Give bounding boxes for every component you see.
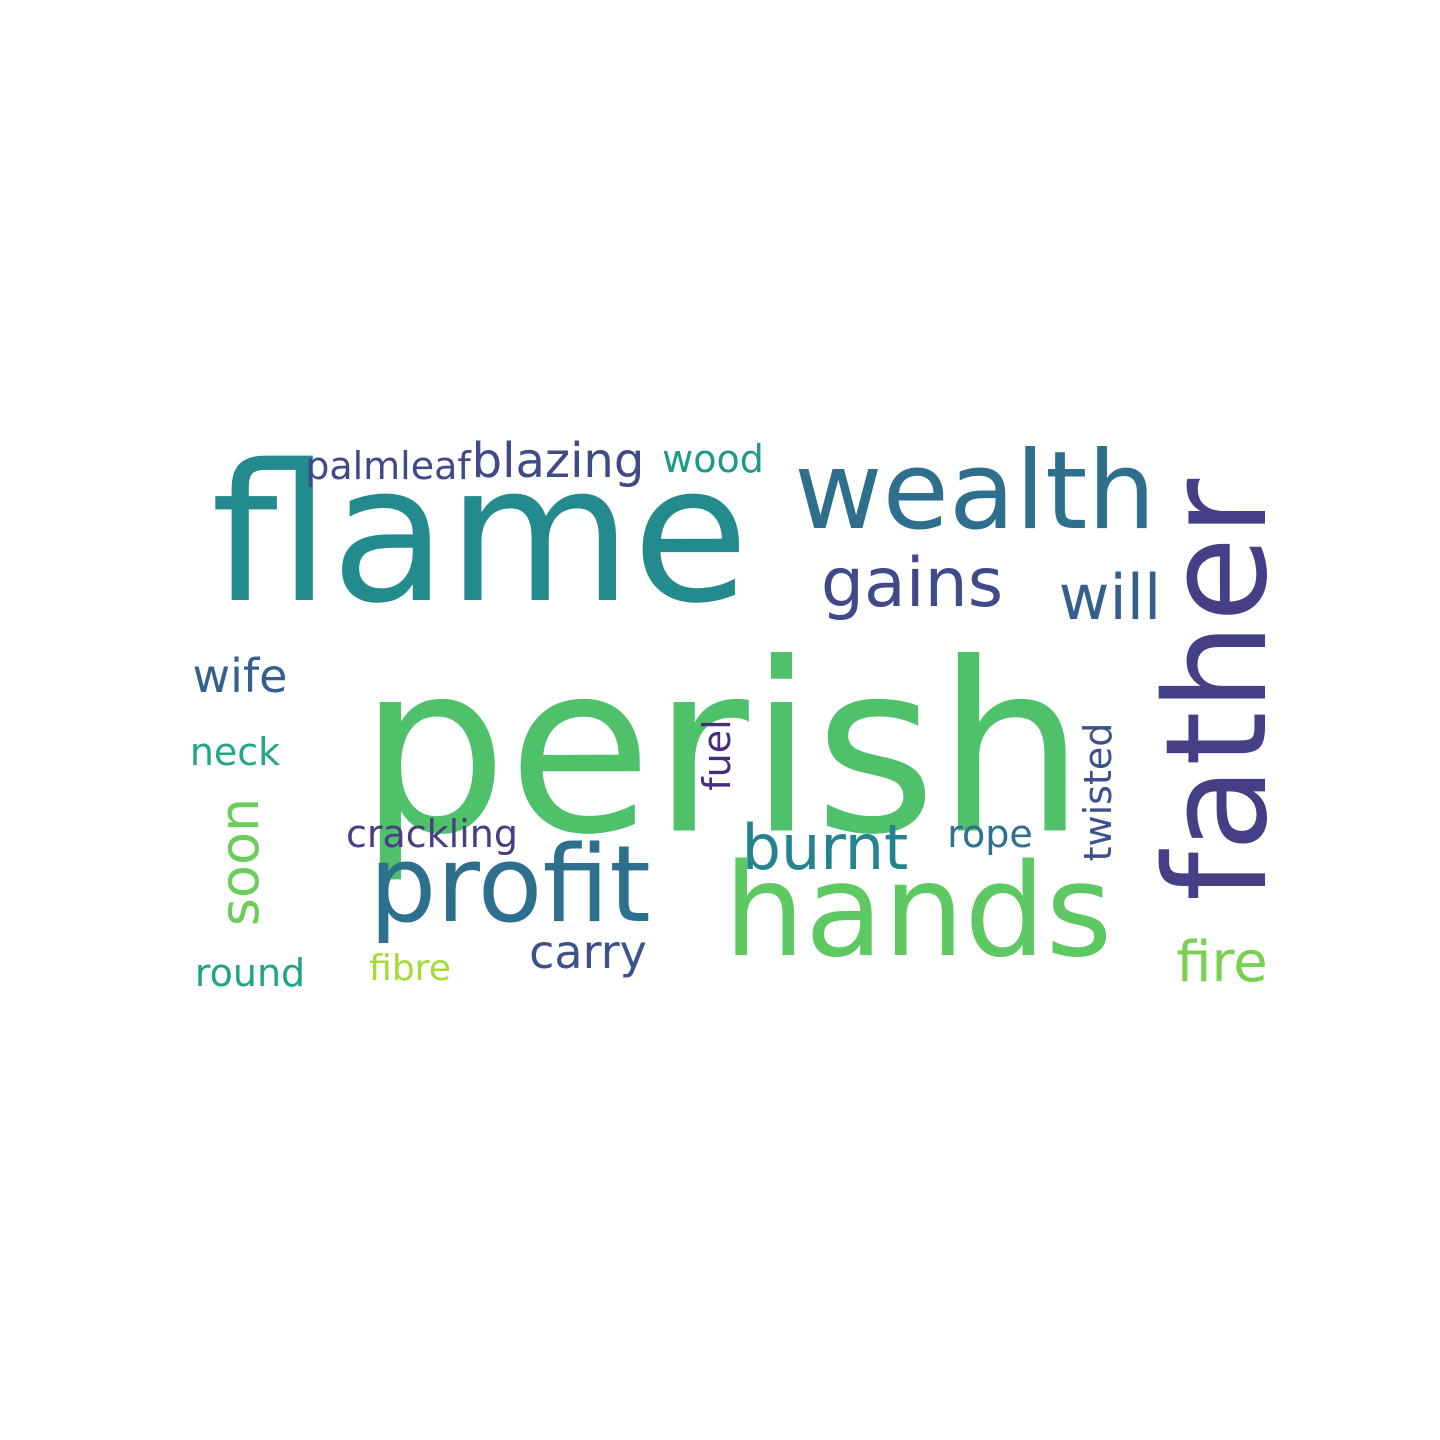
word-round: round	[194, 951, 306, 995]
word-fire: fire	[1176, 930, 1268, 995]
word-perish: perish	[358, 613, 1086, 887]
word-profit: profit	[369, 823, 651, 946]
word-wood: wood	[662, 437, 764, 481]
word-crackling: crackling	[345, 812, 519, 856]
word-father: father	[1136, 478, 1299, 902]
word-burnt: burnt	[741, 811, 909, 884]
word-twisted: twisted	[1076, 722, 1120, 862]
word-fibre: fibre	[369, 948, 451, 989]
word-neck: neck	[189, 730, 281, 774]
word-wife: wife	[192, 649, 288, 703]
word-gains: gains	[820, 544, 1004, 623]
word-hands: hands	[723, 837, 1113, 986]
word-will: will	[1058, 561, 1162, 634]
word-carry: carry	[529, 925, 647, 979]
word-blazing: blazing	[471, 433, 645, 489]
word-rope: rope	[947, 812, 1033, 856]
word-soon: soon	[208, 797, 271, 927]
word-wealth: wealth	[794, 429, 1156, 554]
word-fuel: fuel	[695, 719, 739, 791]
word-palmleaf: palmleaf	[305, 444, 471, 488]
word-flame: flame	[210, 424, 750, 645]
